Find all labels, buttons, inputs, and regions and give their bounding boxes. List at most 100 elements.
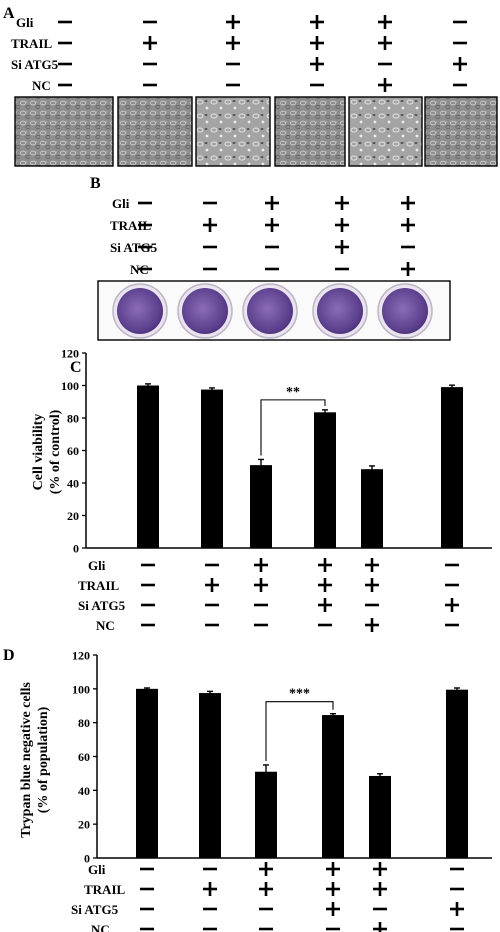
plus-sign-r2-c5: + <box>453 57 467 71</box>
error-bar-5 <box>369 465 375 471</box>
plus-sign-r1-c1: + <box>143 36 157 50</box>
well-1 <box>117 288 163 334</box>
condition-label-nc: NC <box>96 618 115 633</box>
bar-6 <box>446 689 468 858</box>
panel-d-chart: D 0 20 40 60 80 100 120 Trypan blue negative ce… <box>3 647 492 932</box>
significance-label: ** <box>286 385 300 400</box>
panel-c-letter: C <box>70 359 82 376</box>
error-bar-3 <box>258 458 264 467</box>
bar-2 <box>201 389 223 548</box>
plus-sign-r1-c4: + <box>378 36 392 50</box>
plus-sign-r2-c5: + <box>445 598 459 612</box>
plus-sign-r0-c4: + <box>401 196 415 210</box>
plus-sign-r1-c2: + <box>259 882 273 896</box>
plus-sign-r1-c4: + <box>373 882 387 896</box>
plus-sign-r1-c1: + <box>205 578 219 592</box>
condition-label-gli: Gli <box>112 196 130 211</box>
bar-5 <box>369 775 391 858</box>
bar-5 <box>361 469 383 548</box>
micrograph-5 <box>348 96 423 167</box>
y-tick-label-60: 60 <box>78 750 90 764</box>
y-tick-label-40: 40 <box>67 477 79 491</box>
bar-1 <box>136 688 158 858</box>
y-tick-label-120: 120 <box>72 649 90 663</box>
bar-3 <box>255 771 277 858</box>
y-tick-label-40: 40 <box>78 784 90 798</box>
error-bar-6 <box>454 687 460 691</box>
well-3 <box>247 288 293 334</box>
plus-sign-r3-c4: + <box>378 78 392 92</box>
condition-label-si-atg5: Si ATG5 <box>110 240 158 255</box>
plus-sign-r0-c2: + <box>254 558 268 572</box>
panel-b-well-plate <box>97 280 451 341</box>
bar-1 <box>137 385 159 548</box>
significance-bracket: *** <box>265 687 334 761</box>
plus-sign-r1-c4: + <box>365 578 379 592</box>
micrograph-2 <box>117 96 193 167</box>
well-4 <box>317 288 363 334</box>
plus-sign-r0-c2: + <box>265 196 279 210</box>
panel-b-condition-table: Gli−−+++TRAIL−++++Si ATG5−−−+−NC−−−−+ <box>110 196 415 277</box>
well-5 <box>382 288 428 334</box>
panel-b: B Gli−−+++TRAIL−++++Si ATG5−−−+−NC−−−−+ <box>90 175 451 341</box>
plus-sign-r1-c3: + <box>310 36 324 50</box>
plus-sign-r2-c3: + <box>326 902 340 916</box>
plus-sign-r0-c3: + <box>310 15 324 29</box>
y-axis-label-line-1: Trypan blue negative cells <box>19 682 34 838</box>
significance-label: *** <box>289 687 310 702</box>
panel-a: A Gli−−+++−TRAIL−++++−Si ATG5−−−+−+NC−−−… <box>3 5 498 167</box>
error-bar-4 <box>322 409 328 414</box>
error-bar-3 <box>263 764 269 773</box>
plus-sign-r2-c3: + <box>335 240 349 254</box>
micrograph-1 <box>14 96 114 167</box>
plus-sign-r1-c2: + <box>265 218 279 232</box>
y-tick-label-120: 120 <box>61 347 79 361</box>
plus-sign-r0-c4: + <box>378 15 392 29</box>
panel-d-letter: D <box>3 647 15 664</box>
error-bar-2 <box>207 690 213 695</box>
plus-sign-r1-c3: + <box>326 882 340 896</box>
y-tick-label-100: 100 <box>61 379 79 393</box>
panel-a-letter: A <box>3 5 15 22</box>
panel-b-letter: B <box>90 175 101 192</box>
plus-sign-r2-c3: + <box>310 57 324 71</box>
plus-sign-r0-c2: + <box>226 15 240 29</box>
bar-4 <box>322 715 344 858</box>
plus-sign-r2-c5: + <box>450 902 464 916</box>
plus-sign-r1-c3: + <box>318 578 332 592</box>
plus-sign-r2-c3: + <box>318 598 332 612</box>
condition-label-si-atg5: Si ATG5 <box>11 57 59 72</box>
error-bar-2 <box>209 387 215 391</box>
well-2 <box>182 288 228 334</box>
plus-sign-r0-c3: + <box>318 558 332 572</box>
panel-a-condition-table: Gli−−+++−TRAIL−++++−Si ATG5−−−+−+NC−−−−+… <box>11 15 467 93</box>
micrograph-3 <box>195 96 271 167</box>
plus-sign-r1-c1: + <box>203 218 217 232</box>
plus-sign-r1-c1: + <box>203 882 217 896</box>
error-bar-5 <box>377 773 383 777</box>
micrograph-6 <box>424 96 498 167</box>
condition-label-nc: NC <box>32 78 51 93</box>
plus-sign-r3-c4: + <box>373 922 387 932</box>
plus-sign-r3-c4: + <box>401 262 415 276</box>
error-bar-6 <box>449 384 455 389</box>
plus-sign-r0-c3: + <box>335 196 349 210</box>
bar-3 <box>250 465 272 548</box>
significance-bracket: ** <box>260 385 326 456</box>
bar-6 <box>441 387 463 548</box>
y-tick-label-80: 80 <box>78 716 90 730</box>
error-bar-4 <box>330 713 336 717</box>
plus-sign-r1-c2: + <box>254 578 268 592</box>
condition-label-nc: NC <box>91 922 110 932</box>
plus-sign-r0-c3: + <box>326 862 340 876</box>
condition-label-trail: TRAIL <box>110 218 152 233</box>
y-tick-label-20: 20 <box>67 509 79 523</box>
error-bar-1 <box>144 687 150 690</box>
panel-a-micrographs <box>14 96 498 167</box>
micrograph-4 <box>274 96 346 167</box>
y-tick-label-60: 60 <box>67 444 79 458</box>
condition-label-gli: Gli <box>16 15 34 30</box>
y-tick-label-20: 20 <box>78 818 90 832</box>
condition-label-si-atg5: Si ATG5 <box>71 902 119 917</box>
